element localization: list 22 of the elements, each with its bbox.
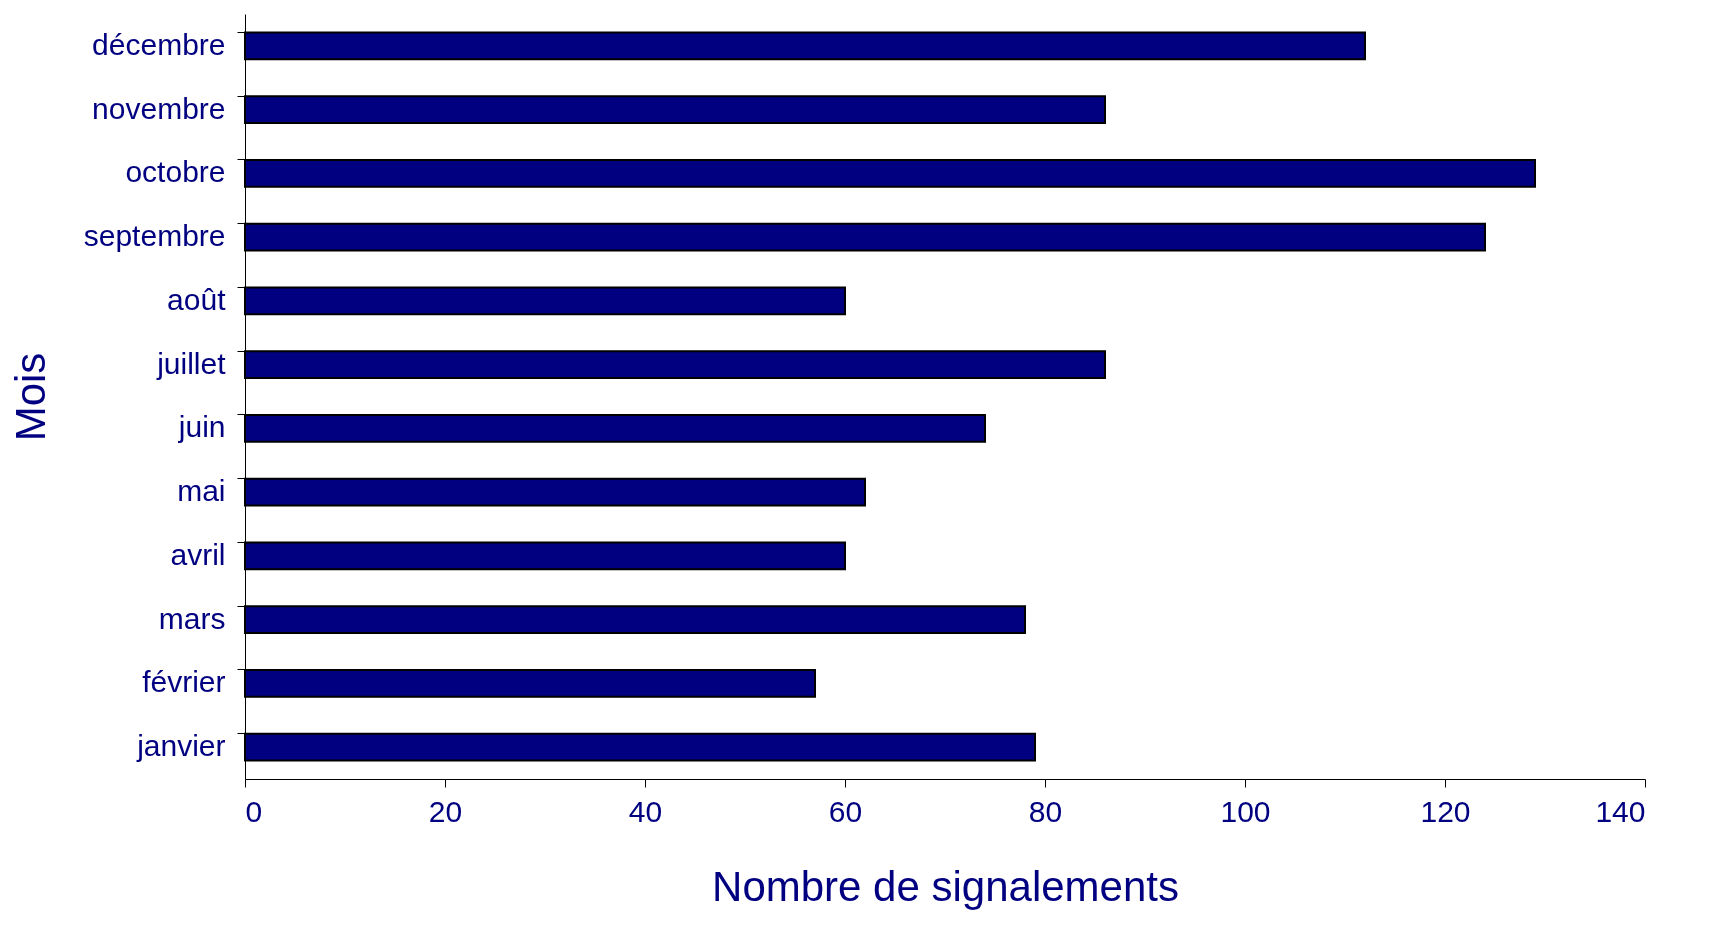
x-tick-label: 120 (1420, 794, 1471, 828)
y-tick-label: janvier (136, 729, 226, 763)
y-tick-label: juillet (156, 346, 227, 380)
x-tick-label: 100 (1220, 794, 1271, 828)
y-tick-label: mai (177, 474, 226, 508)
x-tick-label: 40 (628, 794, 663, 828)
x-axis-title: Nombre de signalements (712, 862, 1179, 910)
y-tick-label: mars (158, 601, 226, 635)
y-tick-label: juin (177, 410, 226, 444)
x-tick-label: 60 (828, 794, 863, 828)
y-tick-label: août (167, 282, 227, 316)
y-tick-label: septembre (83, 219, 226, 253)
x-tick-label: 20 (428, 794, 463, 828)
x-tick-label: 0 (245, 794, 263, 828)
y-tick-label: avril (170, 537, 226, 571)
y-axis-title: Mois (6, 352, 54, 442)
y-tick-label: novembre (92, 91, 226, 125)
y-tick-label: février (142, 665, 226, 699)
x-tick-label: 140 (1595, 794, 1646, 828)
y-tick-label: octobre (125, 155, 226, 189)
x-tick-label: 80 (1028, 794, 1063, 828)
y-tick-label: décembre (92, 27, 226, 61)
